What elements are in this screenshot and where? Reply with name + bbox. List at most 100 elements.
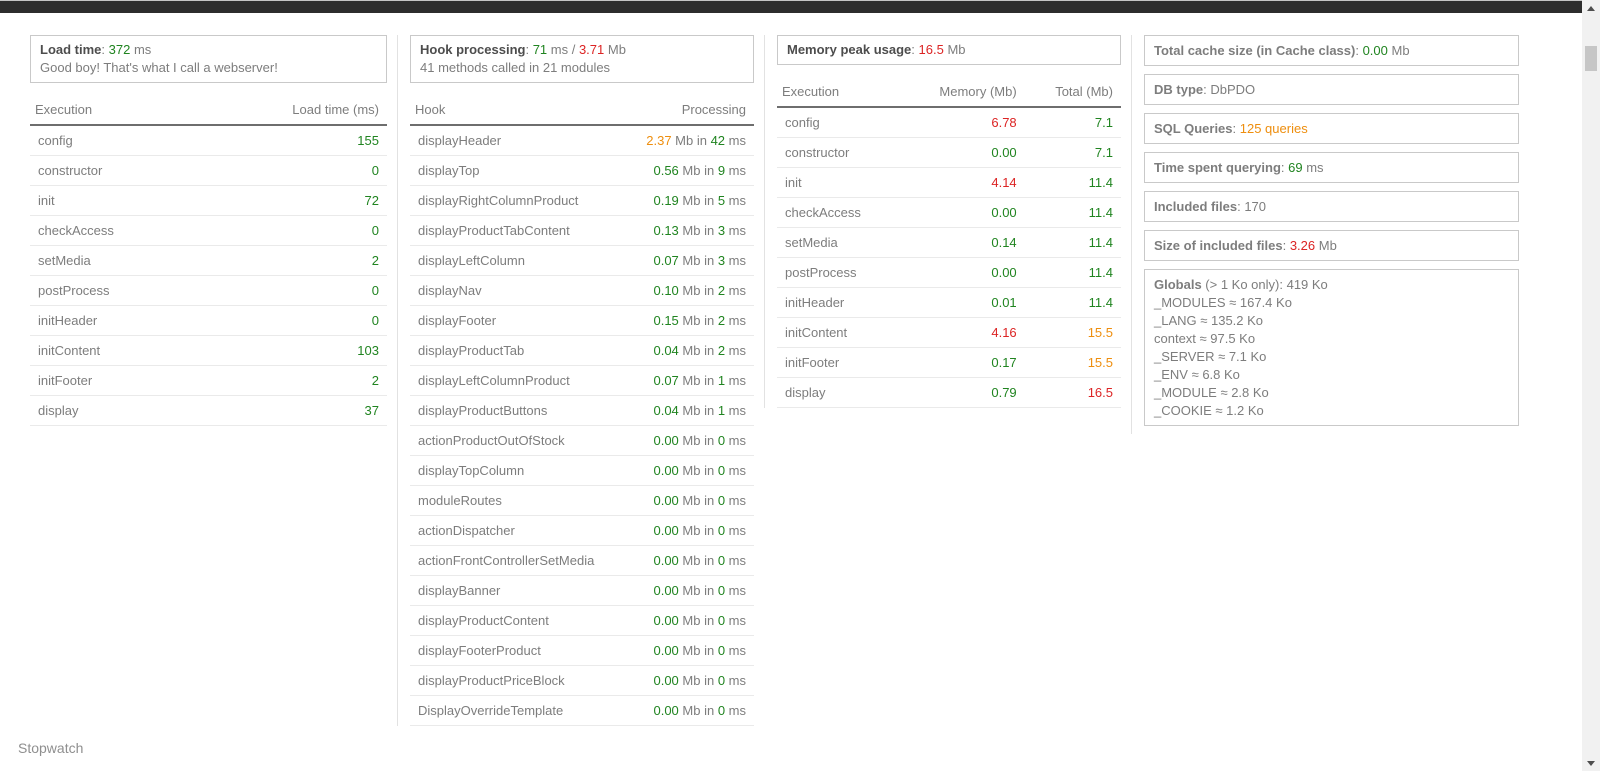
table-row: checkAccess 0.00 11.4 bbox=[777, 197, 1121, 228]
column-header-load-time-ms: Load time (ms) bbox=[201, 96, 387, 126]
hook-name: actionDispatcher bbox=[410, 515, 625, 546]
info-value-part: 125 queries bbox=[1239, 121, 1308, 136]
info-column: Total cache size (in Cache class): 0.00 … bbox=[1131, 35, 1519, 434]
hook-memory-value: 0.07 bbox=[653, 253, 679, 268]
hook-processing-cell: 0.15 Mb in 2 ms bbox=[624, 305, 754, 336]
mb-in-label: Mb in bbox=[678, 703, 718, 718]
column-header-processing: Processing bbox=[624, 96, 754, 126]
load-time-summary-box: Load time: 372 ms Good boy! That's what … bbox=[30, 35, 387, 83]
hook-memory-value: 0.00 bbox=[653, 583, 679, 598]
memory-total-cell: 7.1 bbox=[1024, 137, 1121, 168]
table-row: actionFrontControllerSetMedia 0.00 Mb in… bbox=[410, 545, 754, 576]
hook-name: actionFrontControllerSetMedia bbox=[410, 545, 625, 576]
chevron-up-icon bbox=[1587, 5, 1595, 11]
summary-value-part: Mb bbox=[943, 42, 966, 57]
memory-summary-box: Memory peak usage: 16.5 Mb bbox=[777, 35, 1121, 65]
value-text: 0.79 bbox=[991, 385, 1017, 400]
hook-memory-value: 0.00 bbox=[653, 493, 679, 508]
included-files-size-box: Size of included files: 3.26 Mb bbox=[1144, 230, 1519, 261]
execution-step-name: postProcess bbox=[30, 275, 202, 306]
table-row: initFooter 0.17 15.5 bbox=[777, 347, 1121, 378]
hook-name: displayProductPriceBlock bbox=[410, 665, 625, 696]
scrollbar-thumb[interactable] bbox=[1585, 46, 1597, 71]
hook-memory-value: 0.15 bbox=[653, 313, 679, 328]
ms-label: ms bbox=[725, 703, 746, 718]
hook-time-value: 9 bbox=[717, 163, 726, 178]
total-cache-size-box: Total cache size (in Cache class): 0.00 … bbox=[1144, 35, 1519, 66]
hook-time-value: 0 bbox=[717, 433, 726, 448]
debug-top-bar bbox=[0, 0, 1582, 13]
execution-step-name: checkAccess bbox=[777, 197, 932, 228]
globals-list: _MODULES ≈ 167.4 Ko _LANG ≈ 135.2 Ko conte… bbox=[1154, 294, 1509, 420]
table-row: displayTopColumn 0.00 Mb in 0 ms bbox=[410, 455, 754, 486]
hook-memory-value: 0.00 bbox=[653, 553, 679, 568]
memory-delta-cell: 0.00 bbox=[931, 137, 1025, 168]
mb-in-label: Mb in bbox=[678, 403, 718, 418]
info-value-part: : bbox=[1355, 43, 1363, 58]
execution-step-name: constructor bbox=[777, 137, 932, 168]
ms-label: ms bbox=[725, 433, 746, 448]
hook-memory-value: 0.10 bbox=[653, 283, 679, 298]
info-value-part: Mb bbox=[1387, 43, 1410, 58]
summary-value-part: : bbox=[525, 42, 533, 57]
mb-in-label: Mb in bbox=[678, 523, 718, 538]
ms-label: ms bbox=[725, 283, 746, 298]
mb-in-label: Mb in bbox=[678, 493, 718, 508]
value-text: 103 bbox=[357, 343, 379, 358]
value-text: 11.4 bbox=[1088, 235, 1113, 250]
ms-label: ms bbox=[725, 673, 746, 688]
included-files-box: Included files: 170 bbox=[1144, 191, 1519, 222]
table-row: config 155 bbox=[30, 125, 387, 156]
table-row: DisplayOverrideTemplate 0.00 Mb in 0 ms bbox=[410, 695, 754, 726]
memory-delta-cell: 0.79 bbox=[931, 377, 1025, 408]
value-text: 2 bbox=[371, 373, 379, 388]
hook-time-value: 1 bbox=[717, 373, 726, 388]
hook-memory-value: 0.56 bbox=[653, 163, 679, 178]
hook-name: displayProductTab bbox=[410, 335, 625, 366]
memory-total-cell: 7.1 bbox=[1024, 107, 1121, 138]
mb-in-label: Mb in bbox=[678, 583, 718, 598]
hook-memory-value: 0.00 bbox=[653, 463, 679, 478]
execution-step-time: 2 bbox=[201, 365, 387, 396]
scroll-up-button[interactable] bbox=[1582, 0, 1600, 16]
memory-total-cell: 11.4 bbox=[1024, 197, 1121, 228]
table-row: displayLeftColumn 0.07 Mb in 3 ms bbox=[410, 245, 754, 276]
hook-memory-value: 0.04 bbox=[653, 343, 679, 358]
memory-delta-cell: 4.16 bbox=[931, 317, 1025, 348]
hook-memory-value: 0.13 bbox=[653, 223, 679, 238]
hook-memory-value: 0.19 bbox=[653, 193, 679, 208]
memory-delta-cell: 0.00 bbox=[931, 257, 1025, 288]
info-value-part: 69 bbox=[1288, 160, 1303, 175]
db-type-value: : DbPDO bbox=[1203, 82, 1255, 97]
hook-time-value: 0 bbox=[717, 493, 726, 508]
ms-label: ms bbox=[725, 373, 746, 388]
scrollbar[interactable] bbox=[1582, 0, 1600, 771]
globals-box: Globals (> 1 Ko only): 419 Ko _MODULES ≈… bbox=[1144, 269, 1519, 426]
mb-in-label: Mb in bbox=[678, 613, 718, 628]
value-text: 7.1 bbox=[1094, 145, 1113, 160]
info-value-part: : bbox=[1237, 199, 1245, 214]
hook-processing-cell: 0.56 Mb in 9 ms bbox=[624, 155, 754, 186]
table-row: initHeader 0.01 11.4 bbox=[777, 287, 1121, 318]
total-cache-size-label: Total cache size (in Cache class) bbox=[1154, 43, 1356, 58]
mb-in-label: Mb in bbox=[678, 283, 718, 298]
summary-line: Hook processing: 71 ms / 3.71 Mb bbox=[420, 41, 744, 59]
hook-processing-cell: 0.00 Mb in 0 ms bbox=[624, 515, 754, 546]
globals-header: Globals (> 1 Ko only): 419 Ko bbox=[1154, 275, 1509, 294]
memory-delta-cell: 0.01 bbox=[931, 287, 1025, 318]
hook-processing-cell: 0.04 Mb in 2 ms bbox=[624, 335, 754, 366]
summary-value-part: 16.5 bbox=[918, 42, 944, 57]
table-row: setMedia 2 bbox=[30, 245, 387, 276]
hook-memory-value: 0.00 bbox=[653, 673, 679, 688]
execution-step-time: 2 bbox=[201, 245, 387, 276]
hook-time-value: 0 bbox=[717, 643, 726, 658]
hook-processing-cell: 0.00 Mb in 0 ms bbox=[624, 695, 754, 726]
value-text: 0.00 bbox=[991, 265, 1017, 280]
hook-name: moduleRoutes bbox=[410, 485, 625, 516]
execution-step-time: 103 bbox=[201, 335, 387, 366]
execution-step-name: checkAccess bbox=[30, 215, 202, 246]
hook-name: displayTop bbox=[410, 155, 625, 186]
scroll-down-button[interactable] bbox=[1582, 755, 1600, 771]
ms-label: ms bbox=[725, 613, 746, 628]
info-value-part: ms bbox=[1302, 160, 1324, 175]
